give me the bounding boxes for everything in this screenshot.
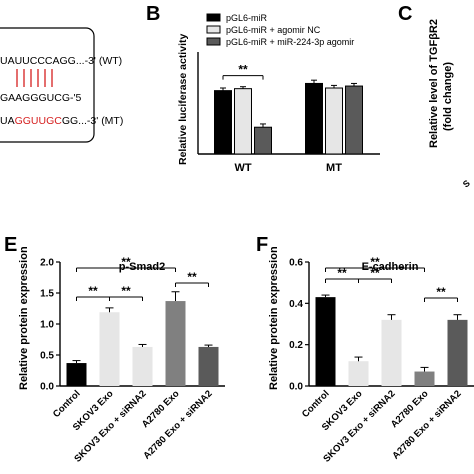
chart-b-bar: [254, 126, 272, 155]
chart-f-ylabel: Relative protein expression: [268, 246, 280, 390]
pairing-lines: [16, 69, 53, 87]
chart-f-y-tick-label: 0.0: [289, 382, 303, 393]
chart-f-significance: **: [370, 255, 380, 269]
chart-e-significance: **: [88, 284, 98, 298]
chart-b-legend: pGL6-miR pGL6-miR + agomir NC pGL6-miR + m…: [206, 13, 354, 47]
sequence-box: UAUUCCCAGG...-3' (WT) GAAGGGUCG-'5 UAGGU…: [0, 27, 123, 143]
chart-b-bar: [325, 87, 343, 155]
panel-c: Relative level of TGFβR2 (fold change) S: [428, 19, 472, 190]
chart-f-bar: [315, 297, 336, 386]
legend-swatch: [206, 25, 221, 34]
chart-e-y-tick-label: 0.5: [40, 351, 54, 362]
chart-e-bar: [132, 346, 153, 386]
chart-b-significance: **: [238, 63, 248, 77]
chart-f-title: E-cadherin: [362, 261, 419, 273]
legend-label: pGL6-miR + agomir NC: [226, 25, 321, 35]
chart-e-bar: [198, 346, 219, 386]
panel-c-tick: S: [461, 178, 472, 190]
chart-f-bar: [447, 319, 468, 386]
sequence-wt-line: UAUUCCCAGG...-3' (WT): [0, 55, 122, 67]
chart-b: Relative luciferase activity pGL6-miRpGL…: [177, 13, 380, 174]
chart-e-bar: [165, 301, 186, 386]
chart-e-significance: **: [121, 284, 131, 298]
chart-e-y-tick-label: 2.0: [40, 258, 54, 269]
chart-e-bar: [66, 363, 87, 386]
chart-e-title: p-Smad2: [119, 261, 165, 273]
chart-f-bar: [414, 371, 435, 386]
chart-b-bar: [305, 82, 323, 155]
panel-label-b: B: [146, 3, 160, 25]
legend-label: pGL6-miR + miR-224-3p agomir: [226, 37, 354, 47]
legend-label: pGL6-miR: [226, 13, 268, 23]
chart-e-significance: **: [121, 255, 131, 269]
chart-e-x-tick: Control: [51, 388, 83, 420]
chart-f-x-tick: Control: [300, 388, 332, 420]
chart-b-bar: [345, 85, 363, 155]
chart-b-ylabel: Relative luciferase activity: [177, 34, 189, 165]
panel-label-f: F: [256, 234, 268, 256]
chart-b-bar: [234, 88, 252, 155]
chart-e-significance: **: [187, 270, 197, 284]
panel-c-ylabel: Relative level of TGFβR2: [428, 19, 440, 148]
chart-e: p-Smad2 Relative protein expression 0.0 0…: [18, 246, 225, 465]
chart-e-y-tick-label: 1.0: [40, 320, 54, 331]
chart-e-ylabel: Relative protein expression: [18, 246, 30, 390]
legend-swatch: [206, 13, 221, 22]
chart-b-x-tick: MT: [326, 162, 342, 174]
chart-f-y-tick-label: 0.2: [289, 340, 303, 351]
chart-f-y-tick-label: 0.6: [289, 258, 303, 269]
chart-f-significance: **: [436, 285, 446, 299]
chart-b-x-tick: WT: [234, 162, 251, 174]
sequence-mirna-line: GAAGGGUCG-'5: [0, 92, 82, 104]
sequence-mt-line: UAGGUUGCGG...-3' (MT): [0, 115, 123, 127]
sequence-box-frame: [0, 27, 95, 143]
chart-f-y-tick-label: 0.4: [289, 299, 303, 310]
chart-e-bar: [99, 312, 120, 386]
panel-label-e: E: [4, 234, 17, 256]
panel-label-c: C: [398, 3, 412, 25]
chart-e-y-tick-label: 0.0: [40, 382, 54, 393]
panel-c-ylabel-unit: (fold change): [442, 62, 454, 131]
chart-f: E-cadherin Relative protein expression 0…: [268, 246, 474, 465]
chart-f-significance: **: [337, 266, 347, 280]
chart-f-bar: [348, 361, 369, 386]
chart-f-significance: **: [370, 266, 380, 280]
chart-e-y-tick-label: 1.5: [40, 289, 54, 300]
chart-b-bar: [214, 90, 232, 155]
legend-swatch: [206, 37, 221, 46]
chart-f-bar: [381, 319, 402, 386]
